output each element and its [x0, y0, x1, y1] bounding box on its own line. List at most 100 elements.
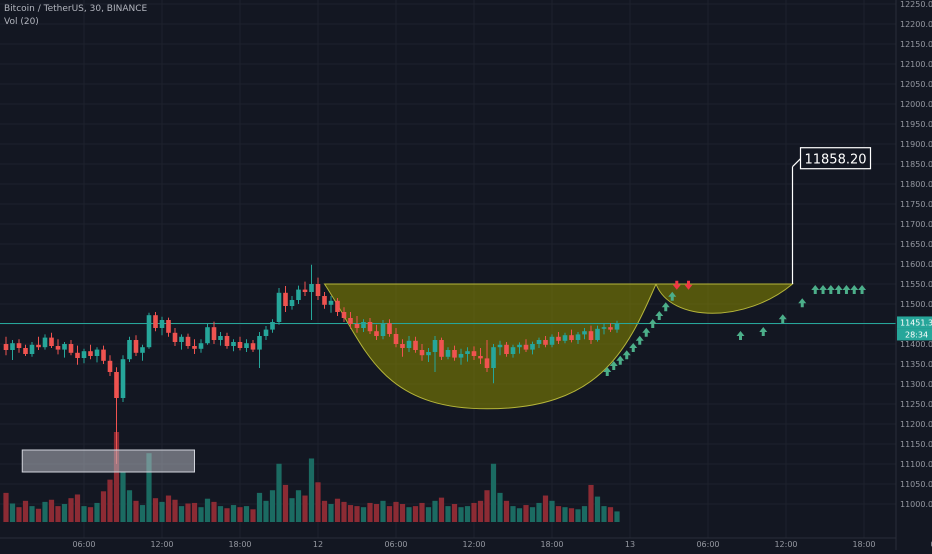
target-connector — [792, 158, 801, 168]
time-tick-label: 12:00 — [774, 540, 797, 549]
candle-body — [328, 300, 334, 305]
candle-body — [276, 292, 282, 322]
time-tick-label: 06:00 — [384, 540, 407, 549]
time-tick-label: 12:00 — [150, 540, 173, 549]
volume-bar — [113, 432, 120, 522]
volume-bar — [74, 494, 81, 522]
volume-bar — [438, 497, 445, 522]
candle-body — [335, 300, 340, 312]
volume-bar — [237, 507, 243, 522]
price-tick-label: 11950.00 — [900, 120, 932, 129]
volume-bar — [523, 505, 529, 522]
volume-bar — [367, 502, 373, 522]
volume-bar — [529, 507, 536, 522]
volume-bar — [256, 492, 263, 522]
candle-body — [224, 336, 230, 346]
volume-bar — [464, 506, 471, 522]
target-price-label: 11858.20 — [804, 153, 866, 168]
cup-shape — [323, 283, 657, 410]
candle-body — [380, 323, 386, 336]
volume-bar — [269, 490, 276, 522]
candle-body — [595, 328, 600, 340]
candle-body — [393, 334, 399, 344]
volume-bar — [471, 502, 477, 522]
candle-body — [237, 342, 243, 348]
buy-arrow-icon — [655, 311, 664, 320]
volume-bar — [354, 506, 360, 522]
volume-bar — [328, 504, 334, 522]
candle-body — [608, 327, 613, 330]
volume-bar — [490, 463, 497, 522]
time-tick-label: 12 — [313, 540, 323, 549]
candle-body — [504, 344, 509, 354]
candle-body — [471, 351, 477, 356]
price-tick-label: 11900.00 — [900, 140, 932, 149]
candle-body — [582, 331, 587, 335]
candle-body — [348, 318, 353, 324]
candle-body — [374, 331, 379, 336]
candle-body — [283, 292, 288, 306]
volume-bar — [412, 506, 419, 522]
volume-bar — [178, 506, 185, 522]
time-axis[interactable]: 06:00 12:00 18:00 12 06:00 12:00 18:00 13 06:00 1… — [0, 537, 932, 549]
candle-body — [341, 312, 347, 318]
buy-arrow-icon — [635, 335, 644, 345]
volume-bar — [607, 507, 614, 522]
candle-body — [192, 346, 197, 349]
candle-body — [166, 320, 171, 333]
volume-bar — [61, 504, 68, 522]
candle-body — [185, 336, 191, 346]
handle-shape — [655, 283, 794, 314]
candle-body — [231, 342, 236, 346]
price-tick-label: 11850.00 — [900, 160, 932, 169]
price-tick-label: 11550.00 — [900, 280, 932, 289]
volume-bar — [22, 500, 29, 522]
volume-bar — [126, 490, 133, 522]
price-tick-label: 11400.00 — [900, 340, 932, 349]
volume-bar — [29, 506, 35, 522]
price-tick-label: 11000.00 — [900, 500, 932, 509]
volume-bar — [48, 499, 55, 522]
volume-bar — [568, 508, 575, 522]
candle-body — [465, 351, 470, 354]
buy-arrow-icon — [629, 343, 638, 352]
volume-bar — [347, 505, 354, 522]
price-axis-markers: 11451.38 28:34 — [897, 316, 932, 341]
volume-bar — [94, 502, 100, 522]
price-tick-label: 11500.00 — [900, 300, 932, 309]
time-tick-label: 18:00 — [540, 540, 563, 549]
candle-body — [445, 350, 451, 357]
price-tick-label: 11300.00 — [900, 380, 932, 389]
buy-arrow-icon — [834, 285, 843, 294]
buy-arrow-icon — [858, 285, 867, 294]
candle-body — [530, 344, 535, 350]
volume-bar — [224, 508, 230, 522]
volume-bar — [510, 506, 516, 522]
volume-bar — [536, 502, 542, 522]
candle-body — [10, 343, 15, 350]
candle-body — [120, 359, 126, 398]
candle-body — [127, 340, 132, 360]
candle-body — [94, 349, 100, 356]
buy-arrow-icon — [811, 285, 820, 294]
buy-arrow-icon — [642, 327, 651, 337]
candle-body — [439, 340, 444, 357]
price-tick-label: 11100.00 — [900, 460, 932, 469]
buy-arrow-icon — [603, 367, 612, 376]
buy-arrow-icon — [668, 291, 677, 301]
candle-body — [133, 340, 139, 353]
volume-bar — [315, 482, 321, 522]
volume-bar — [100, 491, 107, 522]
price-tick-label: 11050.00 — [900, 480, 932, 489]
candle-body — [556, 336, 561, 341]
volume-bar — [497, 492, 503, 522]
candle-body — [400, 344, 405, 348]
volume-bar — [360, 507, 367, 522]
candle-body — [406, 340, 412, 348]
buy-arrow-icon — [736, 331, 745, 340]
volume-bar — [419, 502, 425, 522]
candlesticks — [3, 264, 620, 464]
candle-body — [250, 343, 256, 350]
